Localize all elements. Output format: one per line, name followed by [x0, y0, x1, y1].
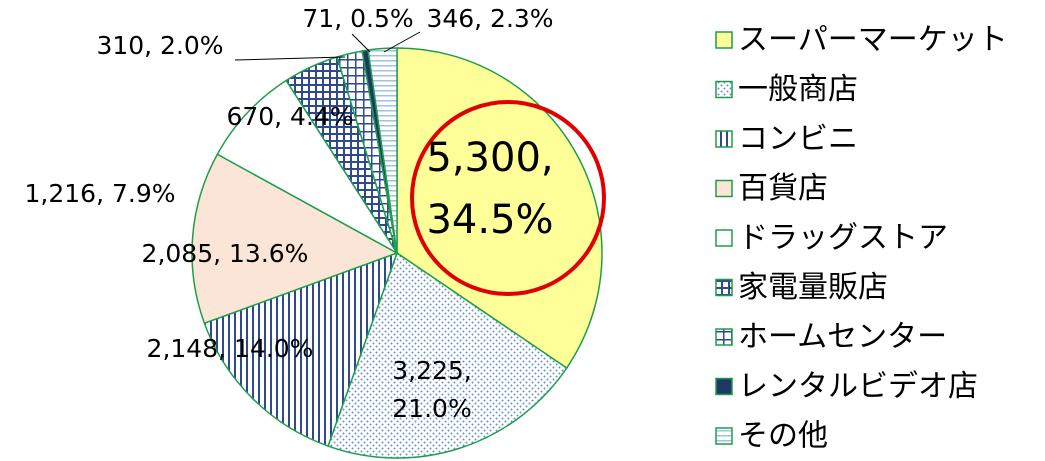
data-label: 71, 0.5% — [302, 4, 413, 33]
data-label: 5,300, 34.5% — [426, 135, 553, 243]
legend-swatch — [715, 80, 733, 99]
legend-label: その他 — [738, 419, 828, 454]
pie-slice — [203, 251, 399, 448]
legend-swatch — [715, 278, 733, 297]
legend-label: ドラッグストア — [738, 221, 948, 256]
legend-swatch — [715, 328, 733, 346]
leader-line — [351, 33, 371, 53]
legend-label: 家電量販店 — [738, 270, 888, 305]
legend-label: コンビニ — [738, 122, 858, 157]
data-label: 1,216, 7.9% — [25, 179, 176, 208]
data-label: 2,085, 13.6% — [142, 239, 309, 268]
legend-label: レンタルビデオ店 — [738, 369, 978, 404]
pie-slice — [216, 79, 398, 254]
leader-line — [234, 56, 346, 61]
data-label: 670, 4.4% — [226, 102, 353, 131]
legend-label: 百貨店 — [738, 171, 828, 206]
data-label: 346, 2.3% — [426, 4, 553, 33]
data-label: 2,148, 14.0% — [147, 334, 314, 363]
pie-slice — [396, 47, 603, 370]
legend-label: スーパーマーケット — [738, 23, 1008, 58]
legend-label: 一般商店 — [738, 72, 858, 107]
leader-line — [383, 31, 421, 53]
data-label: 3,225, 21.0% — [392, 356, 472, 423]
legend-swatch — [715, 130, 733, 148]
highlight-circle — [410, 100, 606, 296]
data-label: 310, 2.0% — [96, 31, 223, 60]
legend-label: ホームセンター — [738, 320, 947, 355]
pie-slice — [191, 153, 399, 325]
legend-swatch — [715, 179, 733, 198]
legend-swatch — [715, 377, 733, 396]
legend-swatch — [715, 427, 733, 445]
pie-slice — [327, 251, 568, 459]
legend-swatch — [715, 31, 733, 49]
legend-swatch — [715, 229, 733, 247]
